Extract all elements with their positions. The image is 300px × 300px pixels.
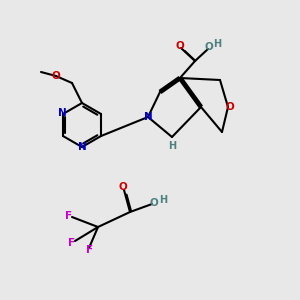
Text: N: N <box>78 142 87 152</box>
Text: O: O <box>205 42 213 52</box>
Text: N: N <box>58 109 66 118</box>
Text: N: N <box>144 112 152 122</box>
Text: H: H <box>159 195 167 205</box>
Text: O: O <box>118 182 127 192</box>
Text: H: H <box>213 39 221 49</box>
Text: O: O <box>226 102 234 112</box>
Text: F: F <box>86 245 94 255</box>
Text: O: O <box>52 71 60 81</box>
Text: F: F <box>68 238 76 248</box>
Text: O: O <box>176 41 184 51</box>
Text: O: O <box>150 198 158 208</box>
Text: F: F <box>65 211 73 221</box>
Text: H: H <box>168 141 176 151</box>
